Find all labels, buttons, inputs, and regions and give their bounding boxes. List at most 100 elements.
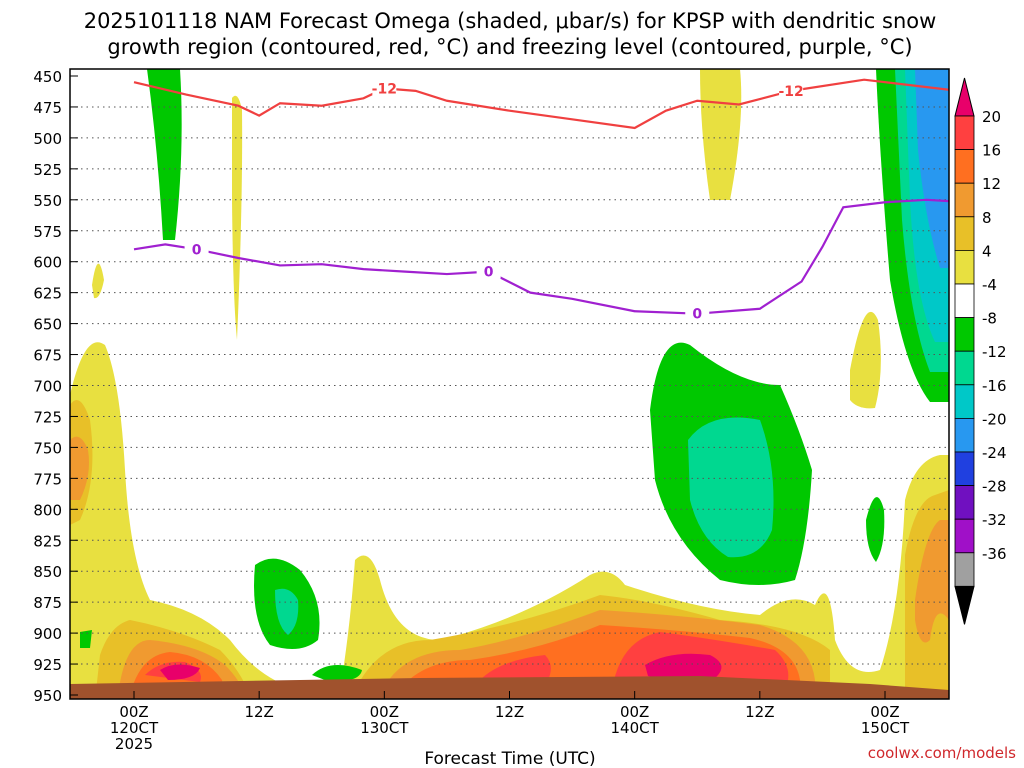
colorbar-swatch-9 bbox=[954, 384, 975, 419]
omega-region-31 bbox=[915, 69, 949, 268]
y-tick-label-525: 525 bbox=[33, 161, 62, 179]
y-tick-label-725: 725 bbox=[33, 408, 62, 426]
y-tick-label-900: 900 bbox=[33, 625, 62, 643]
contour-label-bg-1-2 bbox=[184, 240, 209, 257]
y-axis: 450 475 500 525 550 575 600 625 650 675 700 725 750 7… bbox=[33, 68, 78, 705]
omega-region-5 bbox=[70, 436, 89, 500]
colorbar-label-8: -16 bbox=[982, 377, 1007, 395]
y-tick-label-550: 550 bbox=[33, 192, 62, 210]
y-tick-label-750: 750 bbox=[33, 439, 62, 457]
omega-region-27 bbox=[275, 588, 299, 635]
x-tick-label-24-0: 00Z bbox=[370, 703, 399, 721]
pressure-gridlines bbox=[70, 106, 949, 665]
omega-shading bbox=[70, 69, 949, 699]
y-tick-label-475: 475 bbox=[33, 99, 62, 117]
omega-region-28 bbox=[688, 417, 774, 558]
x-tick-label-48-1: 140CT bbox=[611, 719, 660, 737]
contour-label-1-2: 0 bbox=[192, 242, 202, 258]
colorbar-label-9: -20 bbox=[982, 410, 1007, 428]
colorbar-label-0: 20 bbox=[982, 108, 1001, 126]
credit-link[interactable]: coolwx.com/models bbox=[868, 744, 1016, 762]
y-tick-label-925: 925 bbox=[33, 656, 62, 674]
x-tick-label-24-1: 130CT bbox=[360, 719, 409, 737]
colorbar-swatch-1 bbox=[954, 115, 975, 150]
temperature-contours: -12 -12 0 0 0 bbox=[133, 78, 949, 323]
omega-region-18 bbox=[92, 263, 104, 299]
colorbar-label-3: 8 bbox=[982, 209, 992, 227]
chart-title-line-1: 2025101118 NAM Forecast Omega (shaded, μ… bbox=[84, 9, 937, 33]
colorbar-top-arrow bbox=[954, 77, 975, 117]
colorbar-swatch-11 bbox=[954, 451, 975, 486]
x-axis-label: Forecast Time (UTC) bbox=[424, 749, 595, 768]
x-tick-label-12-0: 12Z bbox=[244, 703, 273, 721]
colorbar-swatch-14 bbox=[954, 552, 975, 587]
omega-region-8 bbox=[915, 520, 949, 643]
colorbar-swatch-2 bbox=[954, 149, 975, 184]
colorbar-label-4: 4 bbox=[982, 242, 992, 260]
y-tick-label-450: 450 bbox=[33, 68, 62, 86]
omega-region-17 bbox=[232, 95, 243, 340]
omega-region-20 bbox=[147, 69, 182, 240]
omega-region-11 bbox=[480, 655, 551, 680]
colorbar-label-11: -28 bbox=[982, 478, 1007, 496]
contour-label-bg-1-9 bbox=[476, 262, 501, 279]
omega-region-19 bbox=[850, 311, 881, 409]
y-tick-label-675: 675 bbox=[33, 347, 62, 365]
y-tick-label-650: 650 bbox=[33, 316, 62, 334]
omega-region-15 bbox=[160, 664, 200, 680]
colorbar-label-2: 12 bbox=[982, 175, 1001, 193]
colorbar-label-7: -12 bbox=[982, 343, 1007, 361]
x-tick-label-72-0: 00Z bbox=[870, 703, 899, 721]
y-tick-label-775: 775 bbox=[33, 470, 62, 488]
colorbar-swatch-10 bbox=[954, 417, 975, 453]
omega-region-16 bbox=[700, 69, 742, 200]
omega-region-22 bbox=[312, 665, 362, 682]
colorbar-label-6: -8 bbox=[982, 310, 997, 328]
contour-label-1-13: 0 bbox=[692, 307, 702, 323]
y-tick-label-575: 575 bbox=[33, 223, 62, 241]
y-tick-label-875: 875 bbox=[33, 594, 62, 612]
colorbar: 20 16 12 8 4 -4 -8 -12 -16 -20 -24 -28 -32 -36 bbox=[954, 77, 1007, 625]
colorbar-swatch-13 bbox=[954, 518, 975, 554]
y-tick-label-825: 825 bbox=[33, 532, 62, 550]
y-tick-label-800: 800 bbox=[33, 501, 62, 519]
x-tick-label-0-1: 120CT bbox=[110, 719, 159, 737]
omega-region-14 bbox=[645, 653, 722, 682]
y-tick-label-625: 625 bbox=[33, 285, 62, 303]
colorbar-label-10: -24 bbox=[982, 444, 1007, 462]
colorbar-swatch-3 bbox=[954, 182, 975, 218]
colorbar-swatch-12 bbox=[954, 485, 975, 520]
terrain-below-surface bbox=[70, 676, 949, 699]
colorbar-swatch-7 bbox=[954, 317, 975, 352]
y-tick-label-850: 850 bbox=[33, 563, 62, 581]
contour-label-0-7: -12 bbox=[372, 81, 397, 97]
omega-region-25 bbox=[866, 497, 885, 562]
x-tick-label-0-0: 00Z bbox=[119, 703, 148, 721]
colorbar-label-5: -4 bbox=[982, 276, 997, 294]
colorbar-swatch-6 bbox=[954, 283, 975, 318]
y-tick-label-500: 500 bbox=[33, 130, 62, 148]
x-tick-label-48-0: 00Z bbox=[620, 703, 649, 721]
colorbar-label-1: 16 bbox=[982, 142, 1001, 160]
contour-label-1-9: 0 bbox=[484, 265, 494, 281]
colorbar-swatch-8 bbox=[954, 350, 975, 386]
contour-label-bg-0-16 bbox=[779, 81, 804, 98]
colorbar-label-12: -32 bbox=[982, 511, 1007, 529]
colorbar-swatch-4 bbox=[954, 216, 975, 251]
colorbar-bottom-arrow bbox=[954, 585, 975, 625]
contour-line-zero bbox=[133, 198, 949, 315]
chart-title-line-2: growth region (contoured, red, °C) and f… bbox=[107, 35, 912, 59]
contour-label-bg-1-13 bbox=[685, 304, 710, 321]
contour-label-0-16: -12 bbox=[778, 84, 803, 100]
colorbar-swatch-5 bbox=[954, 249, 975, 285]
omega-region-23 bbox=[80, 630, 92, 648]
x-tick-label-36-0: 12Z bbox=[495, 703, 524, 721]
contour-line-minus12 bbox=[133, 78, 949, 130]
y-tick-label-600: 600 bbox=[33, 254, 62, 272]
x-tick-label-72-1: 150CT bbox=[861, 719, 910, 737]
y-tick-label-950: 950 bbox=[33, 687, 62, 705]
x-tick-label-0-2: 2025 bbox=[115, 735, 153, 753]
contour-label-bg-0-7 bbox=[372, 79, 397, 96]
x-tick-label-60-0: 12Z bbox=[745, 703, 774, 721]
